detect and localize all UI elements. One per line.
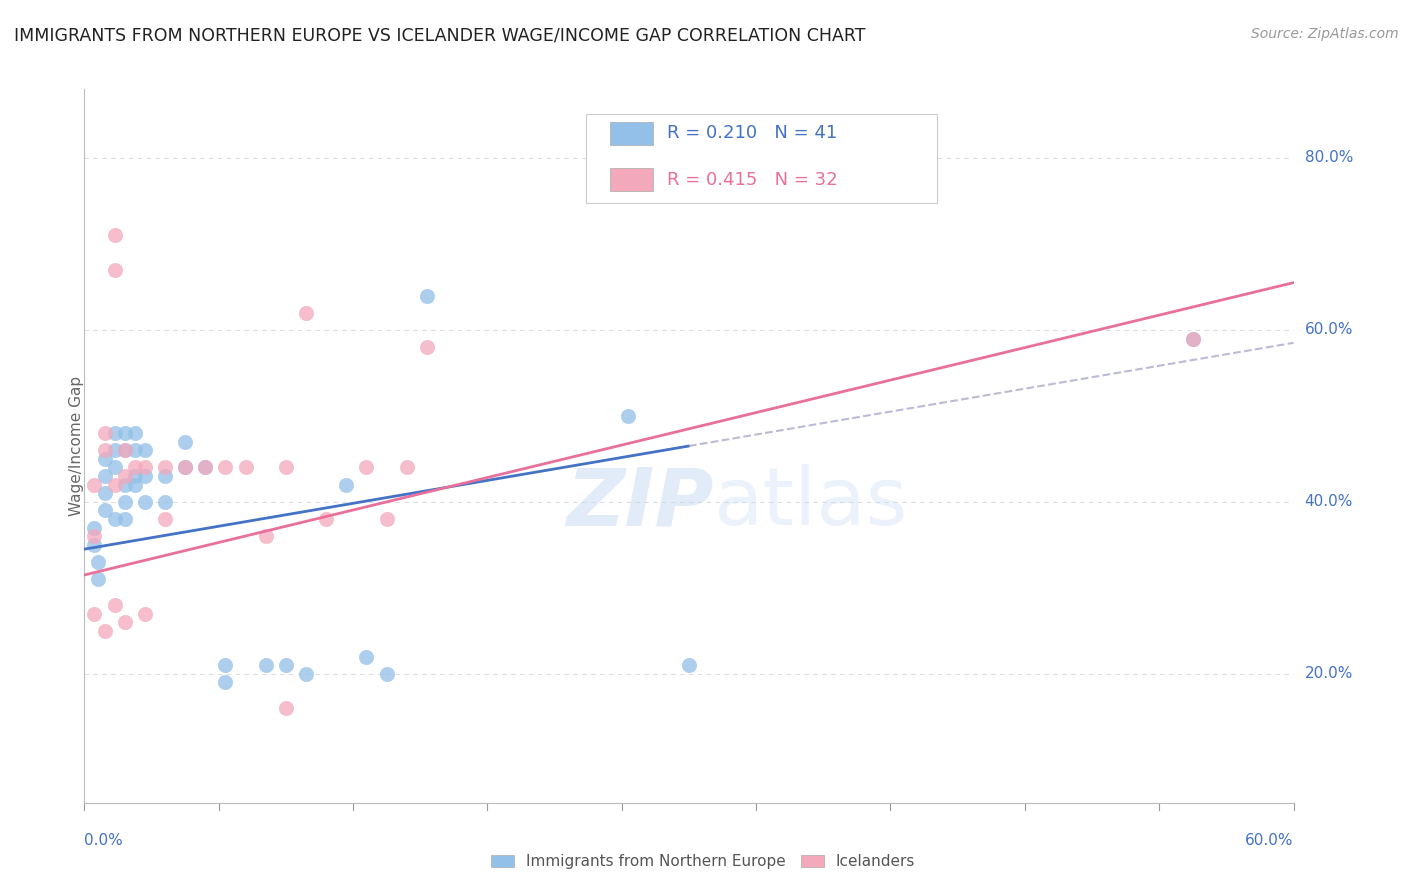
Legend: Immigrants from Northern Europe, Icelanders: Immigrants from Northern Europe, Iceland… <box>485 848 921 875</box>
Text: 20.0%: 20.0% <box>1305 666 1353 681</box>
Point <box>1181 332 1204 346</box>
Point <box>235 460 257 475</box>
Point <box>134 469 156 483</box>
Text: 80.0%: 80.0% <box>1305 151 1353 166</box>
Point <box>174 460 197 475</box>
Point <box>87 555 110 569</box>
Point <box>295 306 318 320</box>
Point <box>93 503 115 517</box>
Point <box>375 512 398 526</box>
Point <box>93 426 115 441</box>
Point <box>104 228 127 243</box>
Point <box>295 666 318 681</box>
Point <box>134 495 156 509</box>
Point <box>214 658 236 673</box>
Point <box>83 529 105 543</box>
Point <box>104 460 127 475</box>
Text: atlas: atlas <box>713 464 907 542</box>
Point <box>416 288 439 302</box>
Point <box>83 521 105 535</box>
Point <box>114 443 136 458</box>
Bar <box>610 122 652 145</box>
Point <box>93 451 115 466</box>
Point <box>395 460 418 475</box>
Point <box>87 572 110 586</box>
Point <box>124 469 146 483</box>
Point <box>104 477 127 491</box>
Point <box>93 486 115 500</box>
Point <box>93 469 115 483</box>
Text: Source: ZipAtlas.com: Source: ZipAtlas.com <box>1251 27 1399 41</box>
Point <box>114 615 136 630</box>
Point <box>114 477 136 491</box>
Point <box>104 426 127 441</box>
Point <box>114 443 136 458</box>
Point <box>254 529 277 543</box>
Y-axis label: Wage/Income Gap: Wage/Income Gap <box>69 376 83 516</box>
Point <box>153 512 176 526</box>
Point <box>93 443 115 458</box>
Point <box>114 469 136 483</box>
Text: 60.0%: 60.0% <box>1246 833 1294 848</box>
Point <box>1181 332 1204 346</box>
Point <box>356 460 378 475</box>
Text: 40.0%: 40.0% <box>1305 494 1353 509</box>
Point <box>678 658 700 673</box>
Point <box>274 701 297 715</box>
Point <box>114 426 136 441</box>
Point <box>104 262 127 277</box>
Bar <box>610 169 652 191</box>
Point <box>114 495 136 509</box>
Point <box>174 460 197 475</box>
Point <box>134 443 156 458</box>
Point <box>356 649 378 664</box>
Text: R = 0.210   N = 41: R = 0.210 N = 41 <box>668 125 838 143</box>
Point <box>416 340 439 354</box>
Text: 0.0%: 0.0% <box>84 833 124 848</box>
Point <box>214 460 236 475</box>
Point <box>194 460 217 475</box>
Point <box>124 477 146 491</box>
FancyBboxPatch shape <box>586 114 936 203</box>
Point <box>153 469 176 483</box>
Point <box>174 434 197 449</box>
Point <box>153 460 176 475</box>
Text: ZIP: ZIP <box>565 464 713 542</box>
Point <box>83 607 105 621</box>
Point <box>104 443 127 458</box>
Point <box>375 666 398 681</box>
Point <box>194 460 217 475</box>
Text: 60.0%: 60.0% <box>1305 322 1353 337</box>
Point <box>83 538 105 552</box>
Point <box>124 460 146 475</box>
Point <box>134 460 156 475</box>
Point <box>93 624 115 638</box>
Text: R = 0.415   N = 32: R = 0.415 N = 32 <box>668 171 838 189</box>
Point <box>274 658 297 673</box>
Point <box>83 477 105 491</box>
Point <box>153 495 176 509</box>
Text: IMMIGRANTS FROM NORTHERN EUROPE VS ICELANDER WAGE/INCOME GAP CORRELATION CHART: IMMIGRANTS FROM NORTHERN EUROPE VS ICELA… <box>14 27 866 45</box>
Point <box>124 426 146 441</box>
Point <box>617 409 640 423</box>
Point <box>104 598 127 612</box>
Point <box>315 512 337 526</box>
Point <box>124 443 146 458</box>
Point <box>134 607 156 621</box>
Point <box>114 512 136 526</box>
Point <box>104 512 127 526</box>
Point <box>214 675 236 690</box>
Point <box>274 460 297 475</box>
Point <box>254 658 277 673</box>
Point <box>335 477 357 491</box>
